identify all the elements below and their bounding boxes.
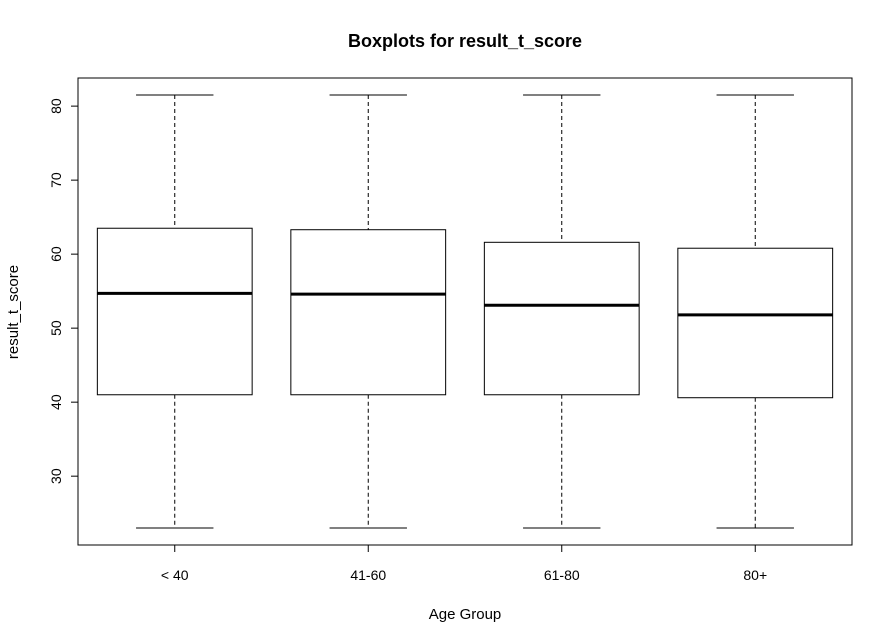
y-axis: 30 40 50 60 70 80 [48,98,79,484]
y-tick-label: 80 [48,98,64,114]
x-tick-label: < 40 [161,567,189,583]
chart-title: Boxplots for result_t_score [348,31,582,51]
x-tick-label: 61-80 [544,567,580,583]
x-axis-label: Age Group [429,606,502,623]
iqr-box [290,229,447,396]
iqr-box [677,247,834,399]
box-group [677,94,834,529]
x-axis: < 40 41-60 61-80 80+ [161,544,767,583]
box-group [483,94,640,529]
y-axis-label: result_t_score [5,265,22,359]
box-group [96,94,253,529]
x-tick-label: 80+ [743,567,767,583]
boxes-layer [96,94,834,529]
x-tick-label: 41-60 [350,567,386,583]
iqr-box [96,227,253,396]
iqr-box [483,241,640,396]
y-tick-label: 60 [48,246,64,262]
box-group [290,94,447,529]
y-tick-label: 30 [48,468,64,484]
y-tick-label: 40 [48,394,64,410]
y-tick-label: 70 [48,172,64,188]
y-tick-label: 50 [48,320,64,336]
